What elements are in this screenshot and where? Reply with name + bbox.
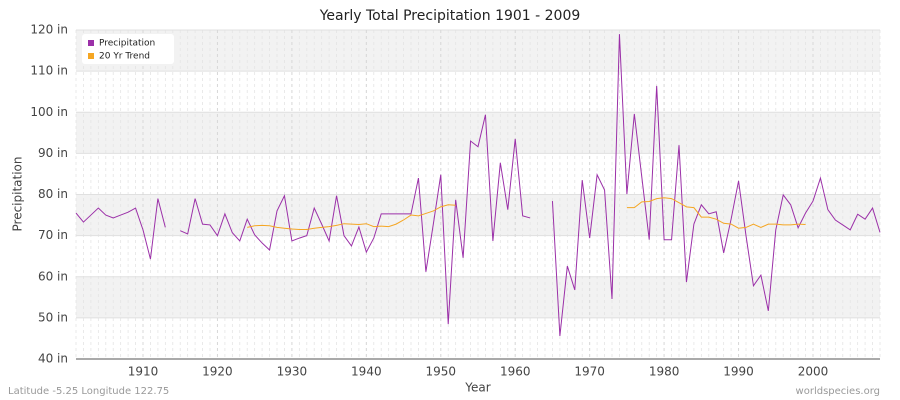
x-tick-label: 1970: [574, 365, 605, 379]
legend-swatch: [88, 53, 94, 59]
legend-label: 20 Yr Trend: [99, 52, 150, 62]
y-tick-label: 110 in: [30, 64, 68, 78]
y-axis-label: Precipitation: [11, 156, 25, 231]
x-tick-label: 1940: [351, 365, 382, 379]
data-line: [75, 34, 881, 337]
data-line: [247, 197, 806, 230]
x-tick-label: 2000: [798, 365, 829, 379]
x-tick-label: 1920: [202, 365, 233, 379]
y-tick-label: 100 in: [30, 105, 68, 119]
footer-left: Latitude -5.25 Longitude 122.75: [8, 386, 169, 397]
x-tick-label: 1960: [500, 365, 531, 379]
y-tick-label: 40 in: [38, 352, 68, 366]
x-tick-label: 1910: [128, 365, 159, 379]
chart-title: Yearly Total Precipitation 1901 - 2009: [319, 8, 581, 24]
footer-right: worldspecies.org: [796, 386, 880, 397]
y-tick-label: 80 in: [38, 187, 68, 201]
y-tick-label: 60 in: [38, 269, 68, 283]
y-tick-label: 70 in: [38, 228, 68, 242]
legend-box: [82, 34, 174, 64]
y-tick-label: 90 in: [38, 146, 68, 160]
y-tick-label: 50 in: [38, 310, 68, 324]
x-axis-label: Year: [464, 381, 490, 395]
legend-swatch: [88, 40, 94, 46]
y-tick-label: 120 in: [30, 23, 68, 37]
x-tick-label: 1930: [277, 365, 308, 379]
x-tick-label: 1980: [649, 365, 680, 379]
x-tick-label: 1950: [426, 365, 457, 379]
legend-label: Precipitation: [99, 39, 155, 49]
x-tick-label: 1990: [723, 365, 754, 379]
